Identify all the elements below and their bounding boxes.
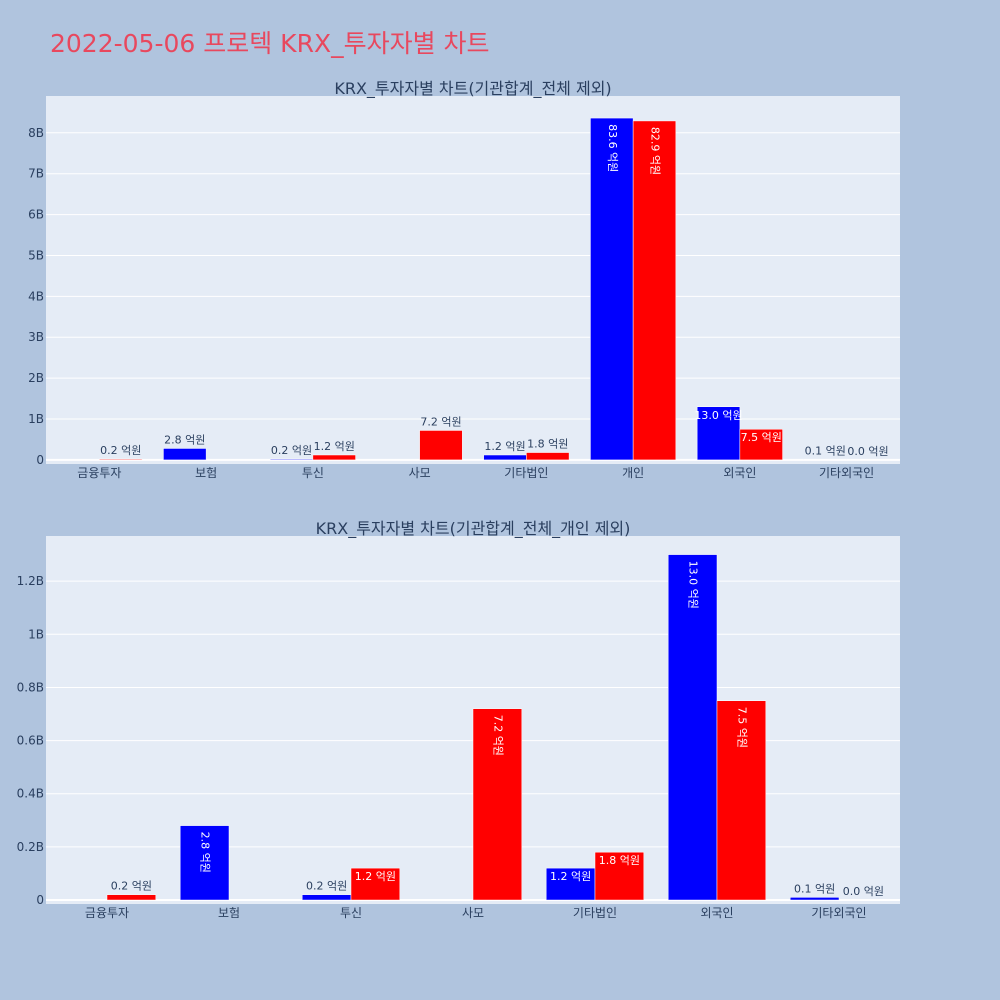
y-tick-label: 7B <box>28 167 44 181</box>
data-label: 0.2 억원 <box>111 880 152 893</box>
page-title: 2022-05-06 프로텍 KRX_투자자별 차트 <box>50 29 490 58</box>
bar <box>106 894 157 901</box>
data-label: 13.0 억원 <box>694 409 742 422</box>
x-tick-label: 금융투자 <box>85 906 129 920</box>
chart-title-1: KRX_투자자별 차트(기관합계_전체 제외) <box>334 79 611 99</box>
bar <box>99 458 143 461</box>
bar <box>545 867 596 901</box>
data-label: 1.2 억원 <box>355 870 396 883</box>
bar <box>696 406 741 461</box>
y-tick-label: 3B <box>28 330 44 344</box>
data-label: 7.2 억원 <box>420 415 461 428</box>
bar <box>269 458 314 461</box>
data-label: 13.0 억원 <box>687 561 700 609</box>
y-tick-label: 0.4B <box>17 787 44 801</box>
data-label: 82.9 억원 <box>648 127 661 175</box>
y-tick-label: 5B <box>28 248 44 262</box>
data-label: 7.5 억원 <box>741 431 782 444</box>
x-tick-label: 투신 <box>340 906 362 920</box>
data-label: 0.0 억원 <box>843 885 884 898</box>
data-label: 7.5 억원 <box>735 707 748 748</box>
bar <box>312 454 356 461</box>
x-tick-label: 보험 <box>195 466 217 480</box>
plot-area-1 <box>46 96 900 464</box>
data-label: 1.2 억원 <box>484 440 525 453</box>
data-label: 0.2 억원 <box>100 444 141 457</box>
y-tick-label: 8B <box>28 126 44 140</box>
data-label: 1.8 억원 <box>599 854 640 867</box>
y-tick-label: 4B <box>28 289 44 303</box>
y-tick-label: 0.6B <box>17 734 44 748</box>
x-tick-label: 기타외국인 <box>811 906 866 920</box>
x-tick-label: 보험 <box>218 906 240 920</box>
data-label: 1.2 억원 <box>314 440 355 453</box>
data-label: 0.0 억원 <box>847 445 888 458</box>
x-tick-label: 사모 <box>462 906 484 920</box>
y-tick-label: 1B <box>28 412 44 426</box>
x-tick-label: 개인 <box>622 466 644 480</box>
data-label: 1.2 억원 <box>550 870 591 883</box>
y-tick-label: 0 <box>36 453 44 467</box>
data-label: 1.8 억원 <box>527 438 568 451</box>
bar <box>789 897 840 901</box>
x-tick-label: 금융투자 <box>77 466 121 480</box>
y-tick-label: 0.8B <box>17 680 44 694</box>
bar <box>526 452 570 461</box>
y-tick-label: 2B <box>28 371 44 385</box>
bar <box>716 700 767 901</box>
data-label: 0.1 억원 <box>805 445 846 458</box>
y-tick-label: 1B <box>28 627 44 641</box>
bar <box>179 825 230 901</box>
data-label: 0.2 억원 <box>306 880 347 893</box>
x-tick-label: 기타외국인 <box>819 466 874 480</box>
data-label: 2.8 억원 <box>164 433 205 446</box>
bar <box>594 851 645 901</box>
bar <box>483 454 527 461</box>
data-label: 7.2 억원 <box>491 715 504 756</box>
bar <box>632 120 677 461</box>
x-tick-label: 외국인 <box>723 466 756 480</box>
x-tick-label: 기타법인 <box>573 906 617 920</box>
data-label: 0.1 억원 <box>794 882 835 895</box>
data-label: 83.6 억원 <box>606 124 619 172</box>
y-tick-label: 1.2B <box>17 574 44 588</box>
bar <box>163 448 207 461</box>
x-tick-label: 기타법인 <box>504 466 548 480</box>
bar <box>301 894 352 901</box>
bar <box>472 708 523 901</box>
x-tick-label: 투신 <box>302 466 324 480</box>
bar <box>667 554 718 901</box>
y-tick-label: 0 <box>36 893 44 907</box>
bar <box>419 430 463 461</box>
x-tick-label: 외국인 <box>700 906 733 920</box>
y-tick-label: 6B <box>28 208 44 222</box>
chart-title-2: KRX_투자자별 차트(기관합계_전체_개인 제외) <box>316 519 631 539</box>
data-label: 2.8 억원 <box>199 832 212 873</box>
bar <box>350 867 401 901</box>
data-label: 0.2 억원 <box>271 444 312 457</box>
bar <box>739 428 783 461</box>
bar <box>590 117 634 461</box>
x-tick-label: 사모 <box>409 466 431 480</box>
y-tick-label: 0.2B <box>17 840 44 854</box>
